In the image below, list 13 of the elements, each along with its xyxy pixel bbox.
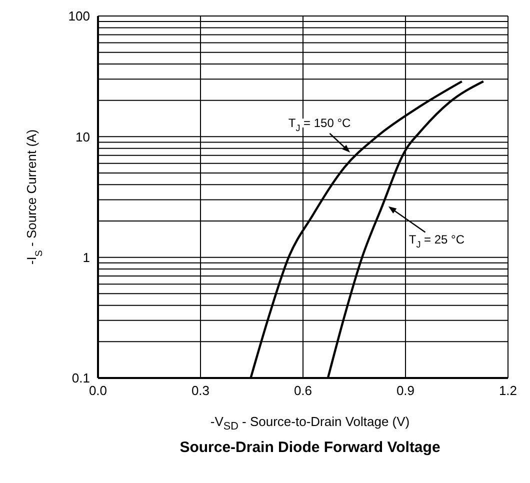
y-tick-label: 100 (68, 8, 90, 24)
x-tick-label: 1.2 (498, 383, 518, 398)
annotation: T$_{J}$ = 25 °C (408, 232, 465, 250)
x-axis-title: -V$_{SD}$ - Source-to-Drain Voltage (V) (210, 414, 410, 433)
text: Source-Drain Diode Forward Voltage (178, 438, 442, 456)
x-tick-label: 0.6 (294, 383, 312, 398)
y-tick-label: 0.1 (72, 370, 90, 386)
annotation: T$_{J}$ = 150 °C (288, 116, 352, 134)
x-tick-label: 0.3 (191, 383, 210, 398)
x-tick-label: 0.0 (88, 383, 108, 398)
x-tick-label: 0.9 (396, 383, 415, 398)
y-tick-label: 1 (82, 250, 90, 265)
y-tick-label: 10 (76, 129, 90, 144)
